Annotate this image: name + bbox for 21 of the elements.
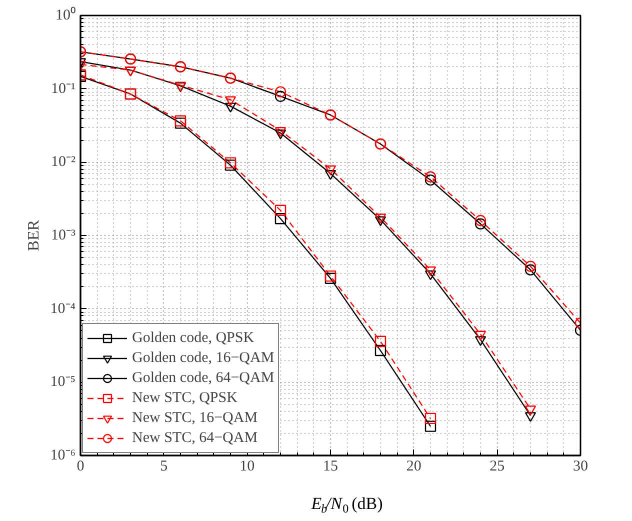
legend-label: Golden code, QPSK bbox=[132, 329, 254, 347]
legend-label: New STC, 64−QAM bbox=[132, 429, 258, 447]
x-tick-label: 25 bbox=[490, 458, 505, 474]
y-tick-label: 10⁻⁴ bbox=[50, 300, 76, 317]
x-tick-label: 30 bbox=[573, 458, 588, 474]
y-tick-label: 10⁻⁵ bbox=[50, 374, 76, 390]
x-tick-label: 20 bbox=[406, 458, 422, 474]
y-tick-label: 10⁻⁶ bbox=[50, 448, 76, 464]
y-tick-label: 10⁻² bbox=[51, 154, 76, 170]
legend-label: New STC, QPSK bbox=[132, 389, 238, 407]
y-tick-label: 10⁻¹ bbox=[51, 80, 76, 97]
y-tick-label: 10⁰ bbox=[56, 6, 76, 24]
legend-label: Golden code, 64−QAM bbox=[132, 369, 274, 387]
x-tick-label: 10 bbox=[240, 458, 255, 474]
y-axis-title: BER bbox=[25, 220, 42, 252]
legend-label: New STC, 16−QAM bbox=[132, 409, 258, 427]
legend-label: Golden code, 16−QAM bbox=[132, 349, 274, 367]
x-tick-label: 15 bbox=[323, 458, 338, 474]
x-tick-label: 5 bbox=[160, 458, 168, 474]
y-tick-label: 10⁻³ bbox=[51, 228, 76, 244]
x-tick-label: 0 bbox=[76, 458, 84, 474]
